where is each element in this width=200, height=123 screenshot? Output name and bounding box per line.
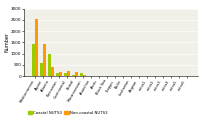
Bar: [48, 54, 51, 76]
Y-axis label: Number: Number: [4, 32, 9, 52]
Bar: [40, 63, 43, 76]
Bar: [56, 73, 59, 76]
Bar: [43, 44, 46, 76]
Legend: Coastal NUTS3, Non-coastal NUTS3: Coastal NUTS3, Non-coastal NUTS3: [26, 109, 109, 116]
Bar: [83, 75, 86, 76]
Bar: [59, 72, 62, 76]
Bar: [32, 44, 35, 76]
Bar: [75, 72, 78, 76]
Bar: [51, 67, 54, 76]
Bar: [35, 19, 38, 76]
Bar: [67, 71, 70, 76]
Bar: [80, 73, 83, 76]
Bar: [72, 75, 75, 76]
Bar: [64, 73, 67, 76]
